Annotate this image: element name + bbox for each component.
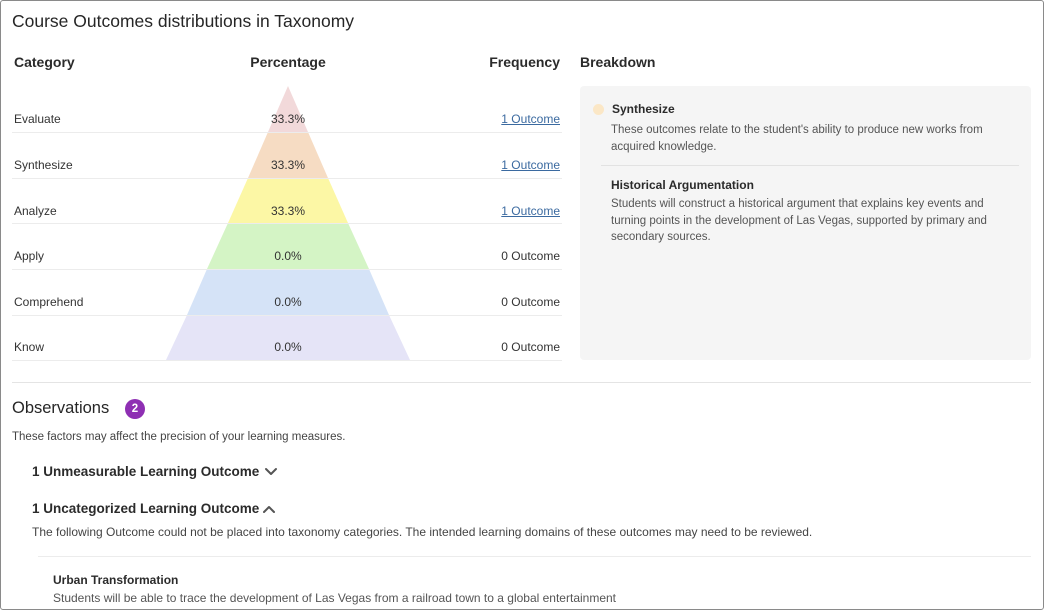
category-label-know: Know: [14, 340, 45, 354]
chevron-up-icon[interactable]: [262, 504, 276, 514]
category-label-evaluate: Evaluate: [14, 112, 61, 126]
frequency-value-know: 0 Outcome: [501, 340, 560, 354]
category-column-header: Category: [14, 54, 75, 70]
row-divider: [12, 132, 562, 133]
percentage-column-header: Percentage: [250, 54, 326, 70]
frequency-link-analyze[interactable]: 1 Outcome: [501, 204, 560, 218]
frequency-value-comprehend: 0 Outcome: [501, 295, 560, 309]
pyramid-band-evaluate[interactable]: [268, 86, 308, 132]
breakdown-category-title: Synthesize: [612, 102, 675, 116]
category-label-apply: Apply: [14, 249, 45, 263]
percentage-value-evaluate: 33.3%: [270, 112, 306, 126]
breakdown-outcome-description: Students will construct a historical arg…: [611, 198, 987, 243]
breakdown-outcome-title: Historical Argumentation: [611, 178, 754, 192]
row-divider: [12, 223, 562, 224]
percentage-value-comprehend: 0.0%: [274, 295, 302, 309]
observations-count-badge: 2: [125, 399, 145, 419]
pyramid-band-know[interactable]: [166, 315, 410, 360]
category-color-dot: [593, 104, 604, 115]
taxonomy-pyramid: [166, 86, 410, 360]
breakdown-column-header: Breakdown: [580, 54, 656, 70]
uncategorized-outcome-description: Students will be able to trace the devel…: [53, 591, 617, 605]
frequency-link-evaluate[interactable]: 1 Outcome: [501, 112, 560, 126]
uncategorized-description: The following Outcome could not be place…: [32, 525, 813, 539]
breakdown-category-description: These outcomes relate to the student's a…: [611, 124, 983, 153]
observations-subtitle: These factors may affect the precision o…: [12, 431, 346, 443]
pyramid-band-apply[interactable]: [207, 223, 369, 269]
category-label-comprehend: Comprehend: [14, 295, 84, 309]
pyramid-band-comprehend[interactable]: [187, 269, 389, 315]
percentage-value-synthesize: 33.3%: [270, 158, 306, 172]
accordion-uncategorized-outcome[interactable]: 1 Uncategorized Learning Outcome: [32, 501, 260, 516]
percentage-value-apply: 0.0%: [274, 249, 302, 263]
pyramid-band-analyze[interactable]: [228, 178, 348, 223]
chevron-down-icon[interactable]: [264, 467, 278, 477]
section-divider: [12, 382, 1031, 383]
observations-title: Observations: [12, 399, 110, 417]
row-divider: [12, 360, 562, 361]
frequency-link-synthesize[interactable]: 1 Outcome: [501, 158, 560, 172]
percentage-value-analyze: 33.3%: [270, 204, 306, 218]
row-divider: [12, 178, 562, 179]
pyramid-band-synthesize[interactable]: [248, 132, 328, 178]
frequency-column-header: Frequency: [489, 54, 560, 70]
frequency-value-apply: 0 Outcome: [501, 249, 560, 263]
row-divider: [12, 269, 562, 270]
row-divider: [12, 315, 562, 316]
category-label-synthesize: Synthesize: [14, 158, 73, 172]
breakdown-divider: [601, 165, 1019, 166]
page-title: Course Outcomes distributions in Taxonom…: [12, 11, 355, 31]
percentage-value-know: 0.0%: [274, 340, 302, 354]
outcome-divider: [38, 556, 1031, 557]
uncategorized-outcome-title: Urban Transformation: [53, 573, 179, 587]
accordion-unmeasurable-outcome[interactable]: 1 Unmeasurable Learning Outcome: [32, 464, 260, 479]
category-label-analyze: Analyze: [14, 204, 57, 218]
breakdown-panel: Synthesize These outcomes relate to the …: [580, 86, 1031, 360]
